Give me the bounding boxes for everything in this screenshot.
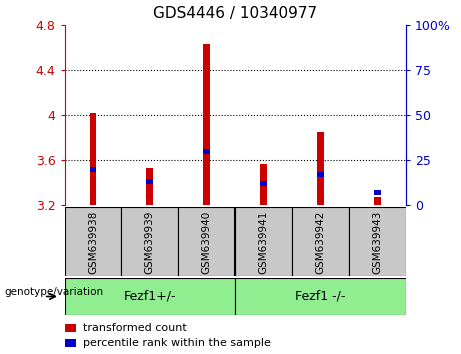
Bar xyxy=(203,44,210,205)
Bar xyxy=(147,168,153,205)
Text: GSM639943: GSM639943 xyxy=(372,211,382,274)
Title: GDS4446 / 10340977: GDS4446 / 10340977 xyxy=(153,6,317,21)
Text: Fezf1+/-: Fezf1+/- xyxy=(124,290,176,303)
Bar xyxy=(65,207,121,276)
Bar xyxy=(317,132,324,205)
Bar xyxy=(374,190,381,195)
Bar xyxy=(178,207,235,276)
Bar xyxy=(65,339,77,347)
Bar xyxy=(203,149,210,154)
Text: genotype/variation: genotype/variation xyxy=(5,287,104,297)
Bar xyxy=(260,181,267,186)
Text: GSM639942: GSM639942 xyxy=(315,211,325,274)
Bar xyxy=(235,278,406,315)
Bar xyxy=(65,324,77,332)
Bar xyxy=(235,207,292,276)
Bar xyxy=(292,207,349,276)
Bar xyxy=(89,167,96,172)
Bar xyxy=(65,278,235,315)
Bar xyxy=(260,164,267,205)
Bar xyxy=(317,172,324,177)
Text: GSM639939: GSM639939 xyxy=(145,211,155,274)
Text: percentile rank within the sample: percentile rank within the sample xyxy=(83,338,271,348)
Bar xyxy=(349,207,406,276)
Text: Fezf1 -/-: Fezf1 -/- xyxy=(295,290,346,303)
Bar xyxy=(147,179,153,184)
Text: GSM639938: GSM639938 xyxy=(88,211,98,274)
Text: GSM639940: GSM639940 xyxy=(201,211,212,274)
Bar xyxy=(374,198,381,205)
Bar xyxy=(121,207,178,276)
Text: GSM639941: GSM639941 xyxy=(259,211,269,274)
Bar xyxy=(89,113,96,205)
Text: transformed count: transformed count xyxy=(83,322,187,333)
